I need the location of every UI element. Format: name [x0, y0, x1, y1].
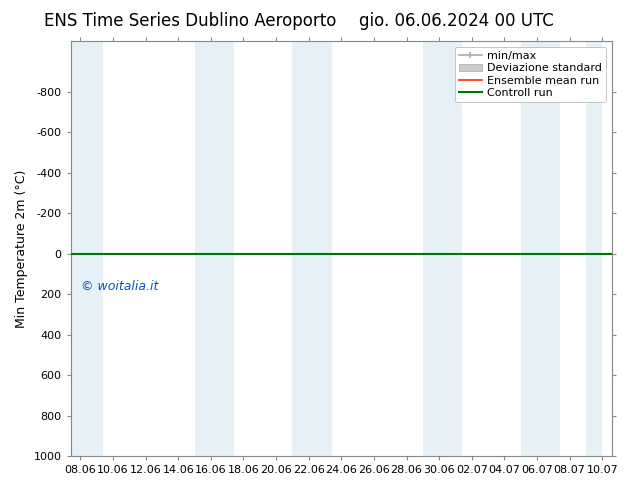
Text: ENS Time Series Dublino Aeroporto: ENS Time Series Dublino Aeroporto	[44, 12, 337, 30]
Legend: min/max, Deviazione standard, Ensemble mean run, Controll run: min/max, Deviazione standard, Ensemble m…	[455, 47, 607, 102]
Text: © woitalia.it: © woitalia.it	[81, 280, 158, 293]
Bar	[195, 41, 234, 456]
Bar	[521, 41, 560, 456]
Y-axis label: Min Temperature 2m (°C): Min Temperature 2m (°C)	[15, 170, 28, 328]
Bar	[64, 41, 103, 456]
Text: gio. 06.06.2024 00 UTC: gio. 06.06.2024 00 UTC	[359, 12, 554, 30]
Bar	[292, 41, 332, 456]
Bar	[586, 41, 602, 456]
Bar	[423, 41, 462, 456]
